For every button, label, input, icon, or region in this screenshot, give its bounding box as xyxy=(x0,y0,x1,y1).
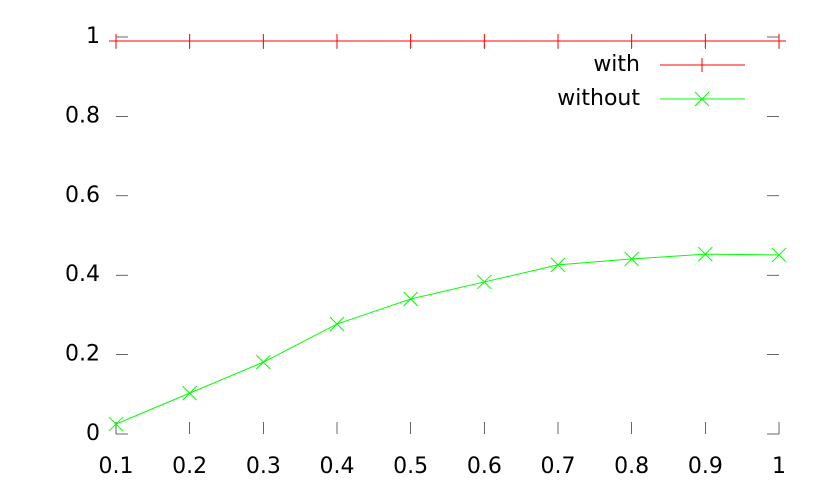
point-marker xyxy=(550,257,566,273)
point-marker xyxy=(624,251,640,267)
point-marker xyxy=(330,33,344,48)
point-marker xyxy=(771,247,787,263)
point-marker xyxy=(551,33,565,48)
legend-label: without xyxy=(557,86,640,111)
x-tick-label: 0.3 xyxy=(246,454,281,479)
x-tick-label: 0.9 xyxy=(688,454,723,479)
x-tick-label: 0.4 xyxy=(320,454,355,479)
point-marker xyxy=(256,33,271,48)
point-marker xyxy=(108,416,124,432)
legend-marker xyxy=(695,58,709,72)
x-tick-label: 0.2 xyxy=(172,454,207,479)
point-marker xyxy=(698,33,713,48)
y-tick-label: 0.2 xyxy=(65,342,100,367)
y-tick-label: 0.8 xyxy=(65,103,100,128)
x-tick-label: 0.8 xyxy=(614,454,649,479)
legend-label: with xyxy=(593,52,640,77)
y-tick-label: 0 xyxy=(86,421,100,446)
point-marker xyxy=(329,316,345,332)
x-tick-label: 0.1 xyxy=(99,454,134,479)
point-marker xyxy=(697,246,713,262)
point-marker xyxy=(624,33,639,48)
x-tick-label: 0.6 xyxy=(467,454,502,479)
point-marker xyxy=(476,274,492,290)
y-tick-label: 0.6 xyxy=(65,183,100,208)
y-tick-label: 0.4 xyxy=(65,262,100,287)
point-marker xyxy=(182,385,198,401)
point-marker xyxy=(109,33,123,48)
point-marker xyxy=(182,33,197,48)
y-tick-label: 1 xyxy=(86,24,100,49)
point-marker xyxy=(403,33,418,48)
x-tick-label: 1 xyxy=(772,454,786,479)
point-marker xyxy=(255,354,271,370)
point-marker xyxy=(772,33,786,48)
point-marker xyxy=(477,33,492,48)
legend-marker xyxy=(694,91,710,107)
series-line xyxy=(115,253,780,425)
point-marker xyxy=(403,291,419,307)
x-tick-label: 0.5 xyxy=(393,454,428,479)
x-tick-label: 0.7 xyxy=(541,454,576,479)
